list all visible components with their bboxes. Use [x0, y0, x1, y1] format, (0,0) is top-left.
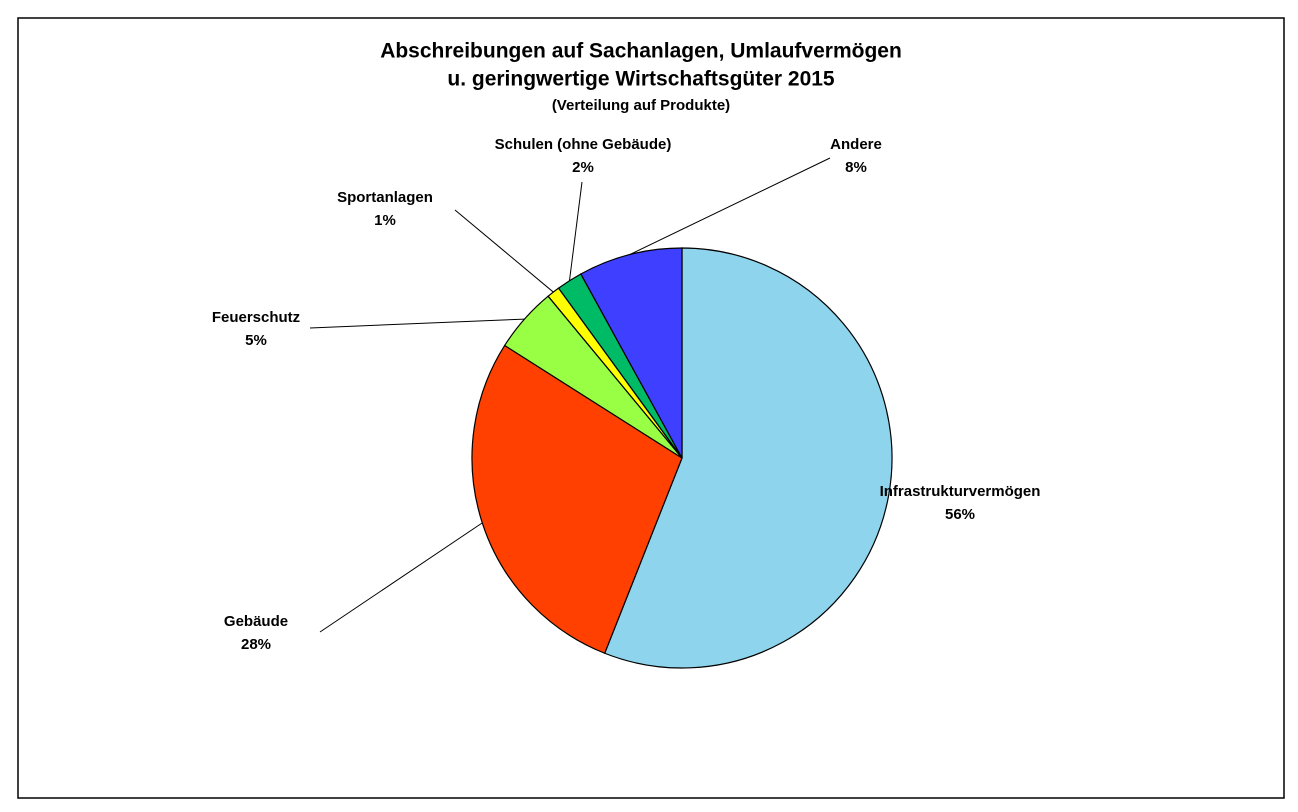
pie-slice — [580, 247, 683, 459]
slice-label: Schulen (ohne Gebäude) — [495, 136, 672, 153]
slice-label: Infrastrukturvermögen — [880, 483, 1041, 500]
slice-label: Feuerschutz — [212, 309, 300, 326]
slice-value-label: 1% — [374, 212, 396, 229]
chart-subtitle: (Verteilung auf Produkte) — [552, 97, 730, 114]
pie-slice — [471, 344, 683, 655]
slice-value-label: 2% — [572, 159, 594, 176]
leader-line — [309, 318, 525, 329]
slice-label: Andere — [830, 136, 882, 153]
slice-value-label: 5% — [245, 332, 267, 349]
chart-title: Abschreibungen auf Sachanlagen, Umlaufve… — [380, 40, 902, 63]
leader-line — [629, 157, 831, 256]
chart-title: u. geringwertige Wirtschaftsgüter 2015 — [447, 68, 835, 91]
slice-value-label: 28% — [241, 636, 271, 653]
slice-label: Sportanlagen — [337, 189, 433, 206]
leader-line — [319, 522, 483, 633]
leader-line — [454, 209, 554, 293]
slice-value-label: 56% — [945, 506, 975, 523]
leader-line — [568, 181, 583, 281]
slice-label: Gebäude — [224, 613, 288, 630]
slice-value-label: 8% — [845, 159, 867, 176]
pie-slice — [603, 247, 893, 669]
